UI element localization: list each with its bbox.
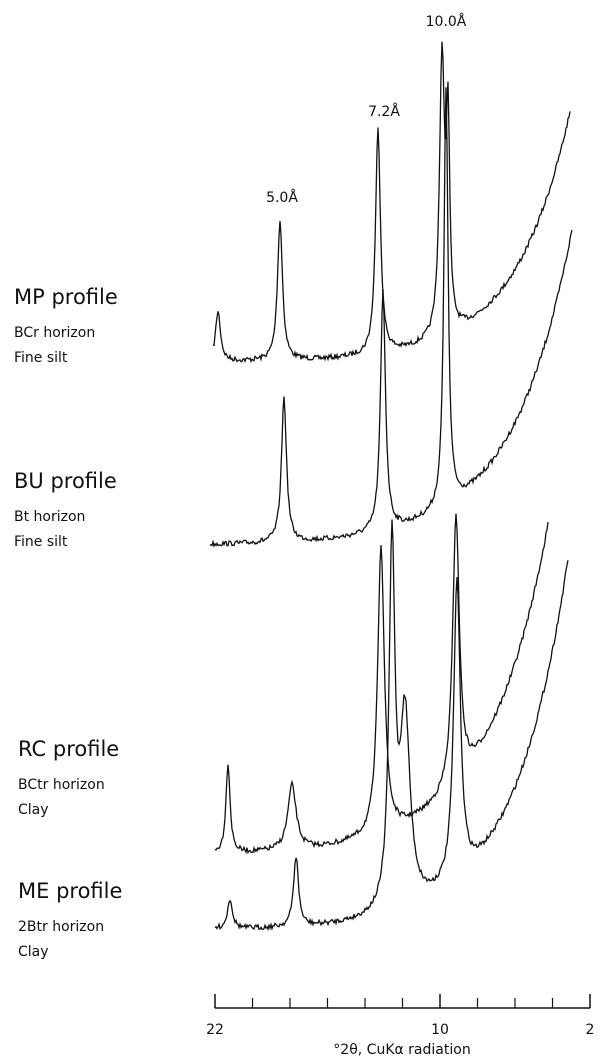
diffractogram-trace	[209, 87, 573, 548]
x-tick-label: 10	[431, 1022, 449, 1038]
diffractogram-trace	[214, 519, 569, 932]
peak-annotation: 7.2Å	[368, 103, 400, 120]
x-tick-label: 2	[586, 1022, 595, 1038]
peak-annotation: 10.0Å	[426, 13, 467, 30]
profile-fraction: Fine silt	[14, 350, 68, 366]
profile-name: ME profile	[18, 879, 122, 903]
profile-horizon: BCtr horizon	[18, 777, 105, 793]
x-axis-label: °2θ, CuKα radiation	[333, 1042, 470, 1058]
diffractogram-trace	[212, 41, 571, 364]
x-tick-label: 22	[206, 1022, 224, 1038]
peak-annotation: 5.0Å	[266, 189, 298, 206]
profile-horizon: BCr horizon	[14, 325, 95, 341]
profile-fraction: Clay	[18, 802, 49, 818]
profile-name: BU profile	[14, 469, 117, 493]
profile-fraction: Clay	[18, 944, 49, 960]
profile-horizon: 2Btr horizon	[18, 919, 104, 935]
profile-name: RC profile	[18, 737, 119, 761]
profile-name: MP profile	[14, 285, 118, 309]
diffractogram-trace	[214, 513, 549, 855]
profile-fraction: Fine silt	[14, 534, 68, 550]
diffractograms	[209, 41, 573, 932]
profile-horizon: Bt horizon	[14, 509, 85, 525]
